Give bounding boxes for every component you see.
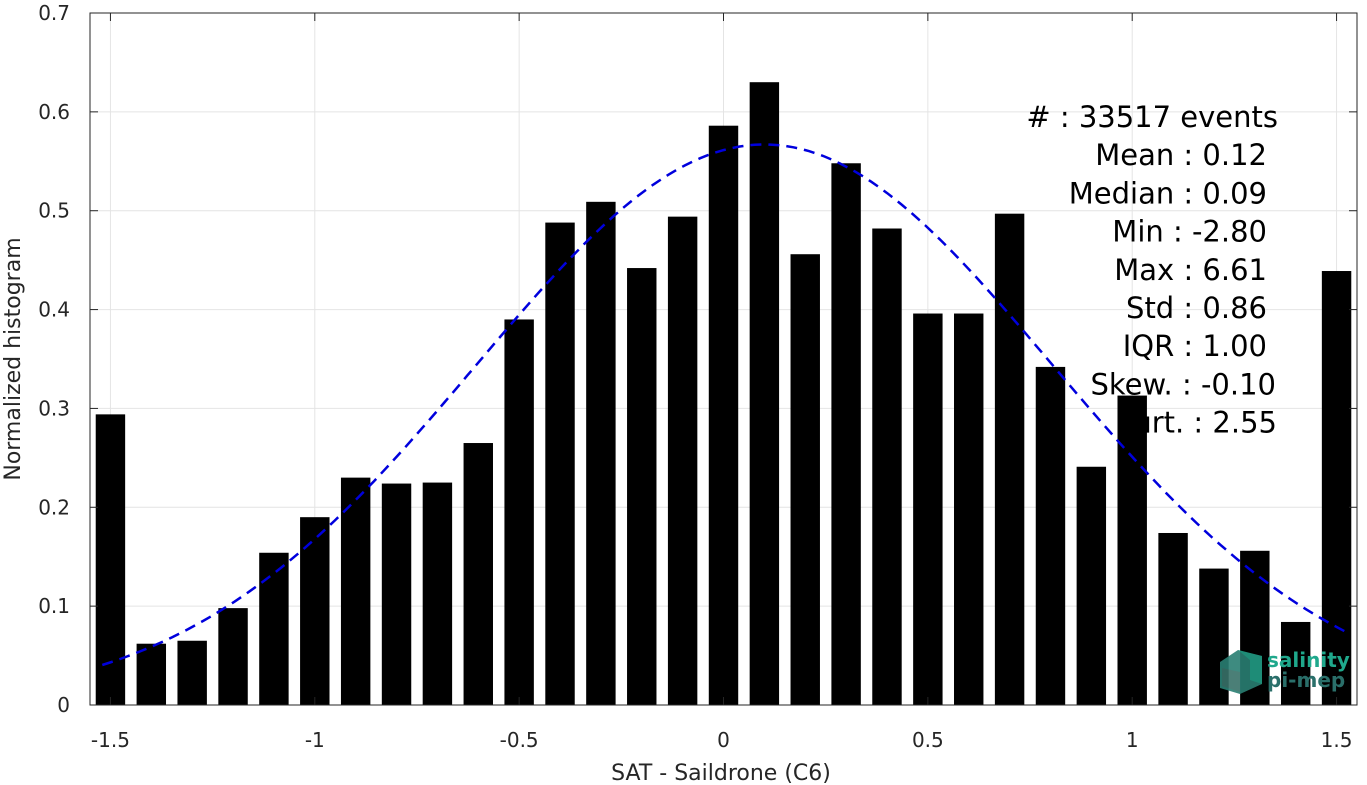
- x-tick-label-6: 1.5: [1321, 728, 1353, 752]
- x-tick-label-2: -0.5: [500, 728, 539, 752]
- stats-line-2: Median : 0.09: [1069, 176, 1267, 210]
- bar-24: [1076, 466, 1107, 705]
- axis-ticks: [90, 12, 1357, 706]
- stats-line-0: # : 33517 events: [1026, 100, 1278, 134]
- bar-7: [381, 483, 412, 705]
- y-tick-label-2: 0.2: [38, 495, 70, 519]
- y-tick-label-6: 0.6: [38, 100, 70, 124]
- bar-1: [136, 643, 167, 705]
- bar-30: [1321, 271, 1352, 705]
- x-tick-label-5: 1: [1126, 728, 1139, 752]
- bar-6: [340, 477, 371, 705]
- bar-2: [177, 640, 207, 705]
- bar-25: [1117, 395, 1147, 705]
- stats-line-6: IQR : 1.00: [1123, 329, 1267, 363]
- y-tick-label-3: 0.3: [38, 396, 70, 420]
- bar-18: [831, 163, 861, 705]
- normal-fit-curve: [101, 143, 1346, 667]
- logo-line-2: pi-mep: [1267, 668, 1345, 692]
- stats-line-8: Kurt. : 2.55: [1116, 406, 1277, 440]
- stats-line-4: Max : 6.61: [1114, 253, 1267, 287]
- y-tick-label-7: 0.7: [38, 1, 70, 25]
- logo-line-1: salinity: [1267, 648, 1350, 672]
- y-tick-label-5: 0.5: [38, 199, 70, 223]
- bar-5: [300, 517, 330, 705]
- bar-26: [1158, 532, 1188, 705]
- x-tick-label-3: 0: [717, 728, 730, 752]
- bar-21: [954, 313, 984, 705]
- y-tick-label-1: 0.1: [38, 594, 70, 618]
- y-tick-label-0: 0: [57, 693, 70, 717]
- bar-13: [627, 268, 657, 705]
- bar-17: [790, 254, 820, 705]
- bar-22: [994, 213, 1025, 705]
- stats-box: # : 33517 events Mean : 0.12 Median : 0.09…: [1026, 100, 1278, 440]
- bar-8: [422, 482, 453, 705]
- x-tick-label-1: -1: [305, 728, 325, 752]
- salinity-pi-mep-logo: salinity pi-mep: [1220, 648, 1350, 694]
- x-tick-label-0: -1.5: [91, 728, 130, 752]
- bar-0: [95, 414, 126, 705]
- stats-line-3: Min : -2.80: [1112, 215, 1267, 249]
- stats-line-5: Std : 0.86: [1126, 291, 1267, 325]
- bar-23: [1035, 366, 1066, 705]
- logo-cube-icon: [1220, 650, 1262, 694]
- bar-20: [913, 313, 943, 705]
- x-axis-title: SAT - Saildrone (C6): [611, 761, 831, 785]
- histogram-bars: [95, 82, 1352, 705]
- bar-19: [872, 228, 902, 705]
- x-tick-label-4: 0.5: [912, 728, 944, 752]
- bar-12: [586, 201, 616, 705]
- bar-4: [259, 552, 289, 705]
- y-tick-labels: 0 0.1 0.2 0.3 0.4 0.5 0.6 0.7: [38, 1, 70, 717]
- y-axis-title: Normalized histogram: [1, 237, 26, 480]
- bar-14: [667, 216, 698, 705]
- bar-10: [504, 319, 534, 705]
- bar-15: [708, 125, 739, 705]
- bar-29: [1280, 621, 1311, 705]
- bar-16: [749, 82, 780, 705]
- y-tick-label-4: 0.4: [38, 298, 70, 322]
- x-tick-labels: -1.5 -1 -0.5 0 0.5 1 1.5: [91, 728, 1353, 752]
- bar-3: [218, 608, 248, 705]
- bar-11: [545, 222, 575, 705]
- stats-line-7: Skew. : -0.10: [1090, 367, 1276, 401]
- bar-9: [463, 443, 493, 705]
- stats-line-1: Mean : 0.12: [1095, 138, 1267, 172]
